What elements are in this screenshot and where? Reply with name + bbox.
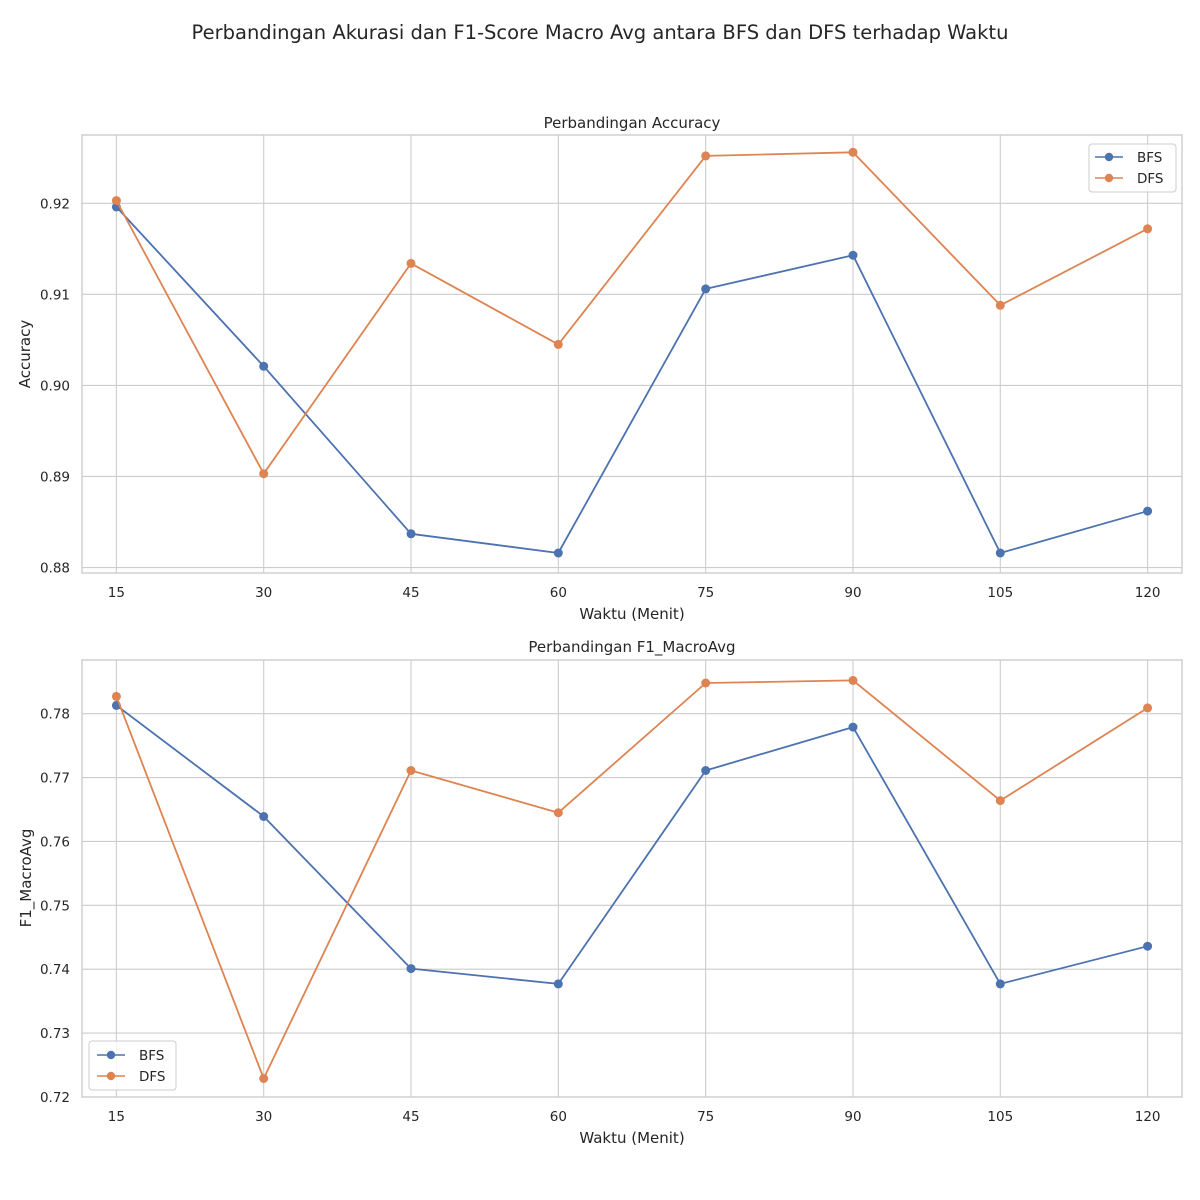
f1-panel-title: Perbandingan F1_MacroAvg (528, 638, 735, 657)
f1-grid (82, 660, 1182, 1098)
f1-x-tick-label: 90 (844, 1109, 861, 1125)
f1-y-tick-label: 0.73 (40, 1026, 70, 1042)
f1-bfs-point (995, 979, 1005, 989)
accuracy-y-axis-label: Accuracy (16, 320, 34, 389)
accuracy-dfs-point (848, 147, 858, 157)
accuracy-bfs-point (406, 529, 416, 539)
f1-x-tick-label: 15 (108, 1109, 125, 1125)
f1-x-tick-label: 105 (987, 1109, 1013, 1125)
accuracy-bfs-point (259, 361, 269, 371)
accuracy-x-tick-label: 30 (255, 585, 272, 601)
f1-y-tick-label: 0.78 (40, 707, 70, 723)
f1-dfs-point (701, 678, 711, 688)
accuracy-legend-bfs-label: BFS (1137, 150, 1162, 166)
accuracy-bfs-point (848, 250, 858, 260)
accuracy-axes-frame (81, 134, 1183, 574)
f1-x-axis-label: Waktu (Menit) (579, 1129, 684, 1147)
accuracy-dfs-line (115, 151, 1149, 475)
f1-dfs-point (995, 796, 1005, 806)
f1-dfs-point (848, 675, 858, 685)
accuracy-x-tick-label: 15 (108, 585, 125, 601)
accuracy-y-tick-label: 0.88 (40, 561, 70, 577)
accuracy-y-tick-label: 0.90 (40, 378, 70, 394)
f1-x-tick-label: 75 (697, 1109, 714, 1125)
f1-dfs-line (115, 679, 1149, 1080)
f1-panel: Perbandingan F1_MacroAvg 15 30 45 60 75 90 105… (17, 638, 1183, 1147)
f1-dfs-point (1143, 703, 1153, 713)
f1-x-tick-label: 60 (550, 1109, 567, 1125)
accuracy-grid (82, 135, 1182, 573)
f1-dfs-point (406, 766, 416, 775)
f1-bfs-point (406, 964, 416, 974)
accuracy-legend-dfs-label: DFS (1137, 171, 1164, 187)
accuracy-panel-title: Perbandingan Accuracy (544, 114, 721, 132)
f1-bfs-point (701, 766, 711, 775)
f1-dfs-point (259, 1074, 269, 1083)
f1-legend-bfs-marker (106, 1050, 116, 1060)
accuracy-ticks: 15 30 45 60 75 90 105 120 0.88 0.89 0.90 0.91 0.92 (40, 196, 1161, 601)
accuracy-x-tick-label: 75 (697, 585, 714, 601)
accuracy-dfs-point (995, 300, 1005, 310)
f1-y-tick-label: 0.76 (40, 834, 70, 850)
accuracy-dfs-point (553, 339, 563, 349)
accuracy-y-tick-label: 0.89 (40, 469, 70, 485)
accuracy-series (111, 147, 1153, 558)
f1-y-tick-label: 0.77 (40, 771, 70, 787)
f1-bfs-point (553, 979, 563, 989)
accuracy-bfs-point (553, 548, 563, 558)
f1-axes-frame (81, 659, 1183, 1098)
f1-bfs-line (115, 704, 1148, 985)
accuracy-legend: BFS DFS (1088, 143, 1177, 193)
accuracy-panel: Perbandingan Accuracy 15 30 45 60 75 90 105 120… (16, 114, 1183, 623)
accuracy-x-tick-label: 60 (550, 585, 567, 601)
f1-legend-bfs-label: BFS (139, 1048, 164, 1064)
accuracy-legend-dfs-marker (1104, 173, 1114, 183)
f1-y-axis-label: F1_MacroAvg (17, 829, 36, 928)
accuracy-x-tick-label: 120 (1135, 585, 1161, 601)
accuracy-dfs-point (111, 196, 121, 206)
accuracy-dfs-point (259, 469, 269, 479)
figure-title: Perbandingan Akurasi dan F1-Score Macro … (192, 21, 1009, 44)
f1-legend-entry-dfs: DFS (97, 1069, 166, 1085)
f1-bfs-point (259, 812, 269, 821)
accuracy-dfs-point (406, 258, 416, 268)
f1-y-tick-label: 0.72 (40, 1090, 70, 1106)
f1-dfs-point (111, 691, 121, 701)
f1-dfs-point (553, 808, 563, 818)
accuracy-y-tick-label: 0.92 (40, 196, 70, 212)
accuracy-x-tick-label: 90 (844, 585, 861, 601)
accuracy-legend-bfs-marker (1104, 152, 1114, 162)
accuracy-legend-entry-bfs: BFS (1095, 150, 1162, 166)
f1-legend-entry-bfs: BFS (97, 1048, 164, 1064)
f1-x-tick-label: 120 (1135, 1109, 1161, 1125)
accuracy-legend-entry-dfs: DFS (1095, 171, 1164, 187)
accuracy-x-axis-label: Waktu (Menit) (579, 605, 684, 623)
f1-legend: BFS DFS (88, 1040, 177, 1091)
accuracy-bfs-point (1143, 506, 1153, 516)
accuracy-bfs-line (115, 206, 1148, 554)
f1-bfs-point (1143, 941, 1153, 951)
f1-y-tick-label: 0.75 (40, 898, 70, 914)
f1-legend-dfs-label: DFS (139, 1069, 166, 1085)
f1-bfs-point (848, 722, 858, 732)
accuracy-y-tick-label: 0.91 (40, 287, 70, 303)
f1-x-tick-label: 45 (402, 1109, 419, 1125)
f1-y-tick-label: 0.74 (40, 962, 70, 978)
accuracy-x-tick-label: 45 (402, 585, 419, 601)
f1-series (111, 675, 1153, 1083)
accuracy-x-tick-label: 105 (987, 585, 1013, 601)
f1-x-tick-label: 30 (255, 1109, 272, 1125)
accuracy-dfs-point (701, 151, 711, 161)
accuracy-bfs-point (701, 284, 711, 294)
f1-legend-dfs-marker (106, 1071, 116, 1081)
f1-ticks: 15 30 45 60 75 90 105 120 0.72 0.73 0.74 0.75 0.76 0.… (40, 707, 1161, 1125)
accuracy-bfs-point (995, 548, 1005, 558)
accuracy-dfs-point (1143, 224, 1153, 234)
